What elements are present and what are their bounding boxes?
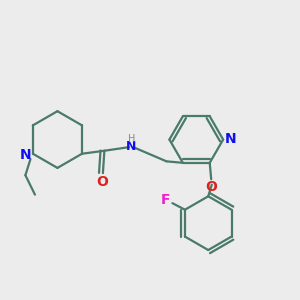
Text: O: O (205, 180, 217, 194)
Text: H: H (128, 134, 135, 144)
Text: N: N (224, 132, 236, 146)
Text: F: F (161, 193, 170, 207)
Text: N: N (126, 140, 136, 153)
Text: N: N (19, 148, 31, 162)
Text: O: O (96, 175, 108, 188)
